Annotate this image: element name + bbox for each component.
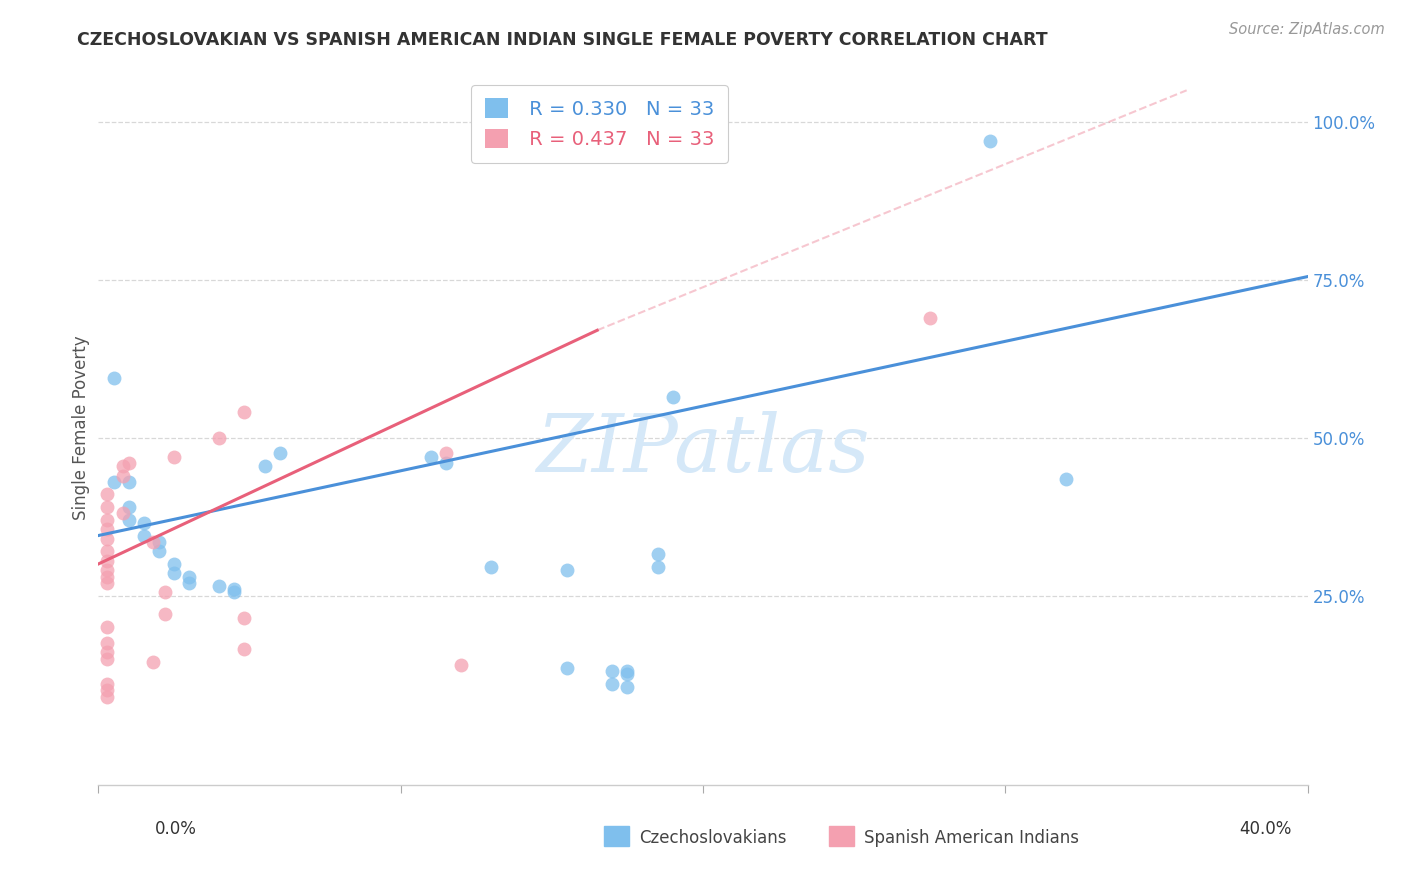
Point (661, 390, 683, 404)
Point (481, 560, 503, 574)
Text: Source: ZipAtlas.com: Source: ZipAtlas.com (1229, 22, 1385, 37)
Point (132, 516, 155, 530)
Point (616, 680, 638, 694)
Point (96, 677, 118, 691)
Point (103, 475, 125, 489)
Point (434, 456, 457, 470)
Point (434, 446, 457, 460)
Point (118, 456, 141, 470)
Point (118, 513, 141, 527)
Point (232, 642, 254, 657)
Point (979, 134, 1001, 148)
Point (96, 636, 118, 650)
Point (555, 661, 578, 675)
Point (647, 548, 669, 562)
Point (96, 645, 118, 659)
Text: ZIPatlas: ZIPatlas (536, 411, 870, 488)
Point (96, 500, 118, 514)
Point (96, 513, 118, 527)
Point (163, 566, 186, 581)
Point (148, 544, 170, 558)
Point (96, 683, 118, 698)
Point (163, 450, 186, 464)
Text: 0.0%: 0.0% (155, 820, 197, 838)
Point (602, 665, 624, 679)
Point (208, 579, 231, 593)
Point (224, 585, 246, 599)
Point (96, 544, 118, 558)
Point (96, 522, 118, 536)
Point (148, 534, 170, 549)
Point (269, 446, 291, 460)
Point (142, 534, 165, 549)
Point (616, 667, 638, 681)
Point (96, 563, 118, 577)
Point (450, 657, 472, 672)
Point (153, 585, 176, 599)
Y-axis label: Single Female Poverty: Single Female Poverty (72, 336, 90, 520)
Point (96, 532, 118, 546)
Text: CZECHOSLOVAKIAN VS SPANISH AMERICAN INDIAN SINGLE FEMALE POVERTY CORRELATION CHA: CZECHOSLOVAKIAN VS SPANISH AMERICAN INDI… (77, 31, 1047, 49)
Text: Czechoslovakians: Czechoslovakians (638, 830, 786, 847)
Point (163, 557, 186, 571)
Point (96, 620, 118, 634)
Point (103, 370, 125, 384)
Point (232, 610, 254, 624)
Point (96, 690, 118, 704)
Point (253, 458, 276, 473)
Point (179, 575, 201, 590)
Point (918, 310, 941, 325)
Point (616, 665, 638, 679)
Point (96, 569, 118, 583)
Point (118, 475, 141, 489)
Point (208, 431, 231, 445)
Point (111, 458, 134, 473)
Point (96, 554, 118, 568)
Point (111, 468, 134, 483)
Point (555, 563, 578, 577)
Point (118, 500, 141, 514)
Point (179, 569, 201, 583)
Point (224, 582, 246, 597)
Point (132, 528, 155, 542)
Point (153, 607, 176, 622)
Point (111, 507, 134, 521)
Point (602, 677, 624, 691)
Point (420, 450, 443, 464)
Point (1054, 472, 1077, 486)
Point (232, 405, 254, 419)
Point (96, 487, 118, 501)
Legend:  R = 0.330   N = 33,  R = 0.437   N = 33: R = 0.330 N = 33, R = 0.437 N = 33 (471, 85, 728, 162)
Point (96, 575, 118, 590)
Point (142, 655, 165, 669)
Text: 40.0%: 40.0% (1239, 820, 1292, 838)
Text: Spanish American Indians: Spanish American Indians (863, 830, 1078, 847)
Point (96, 651, 118, 665)
Point (647, 560, 669, 574)
